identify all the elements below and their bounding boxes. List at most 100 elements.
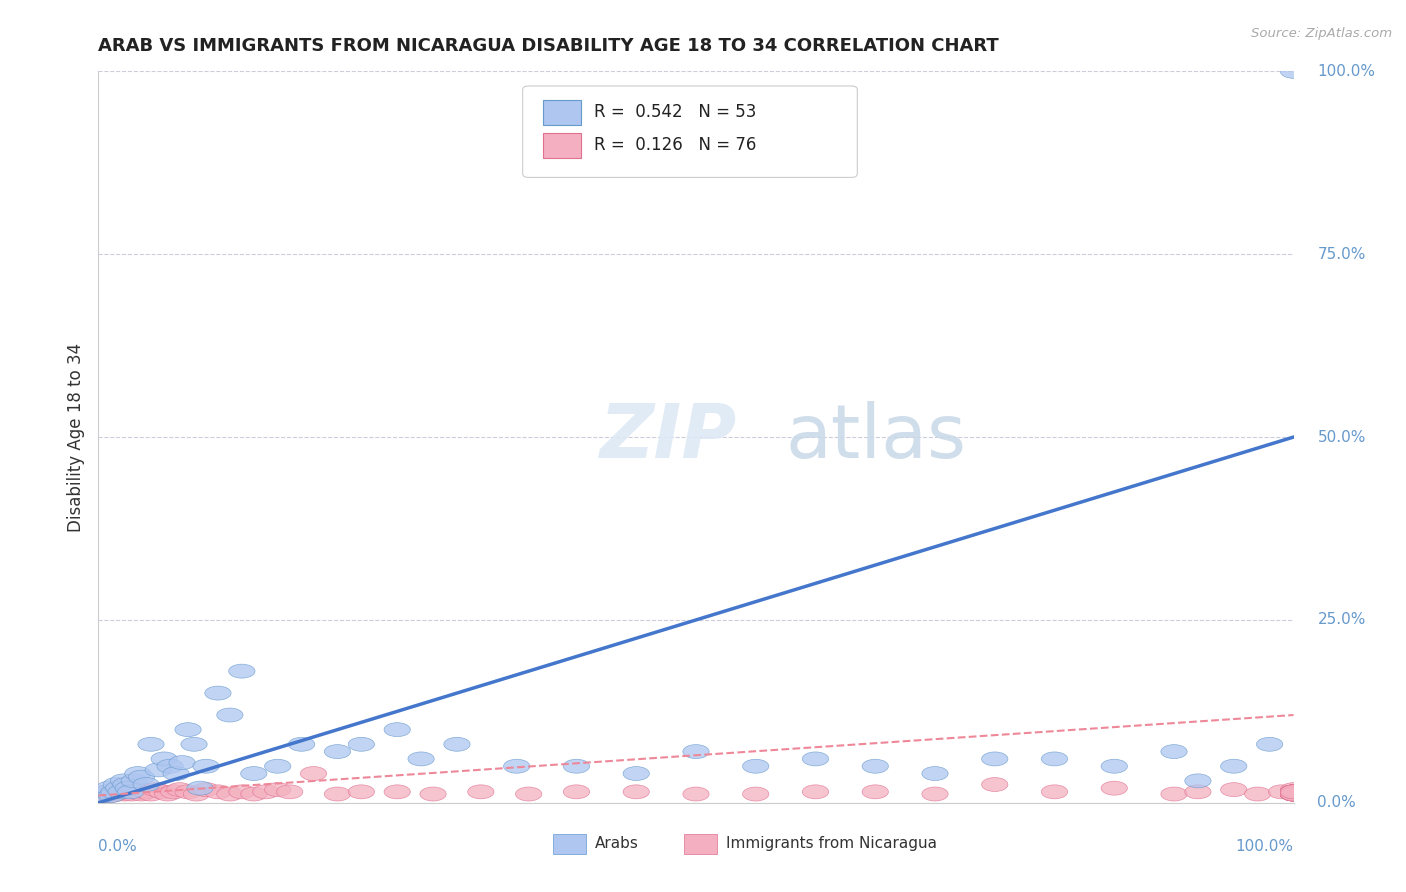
Text: 0.0%: 0.0% bbox=[1317, 796, 1357, 810]
Ellipse shape bbox=[118, 785, 143, 799]
Ellipse shape bbox=[150, 752, 177, 766]
Ellipse shape bbox=[105, 781, 132, 795]
Ellipse shape bbox=[862, 785, 889, 799]
Ellipse shape bbox=[174, 785, 201, 799]
Ellipse shape bbox=[1281, 785, 1306, 799]
Ellipse shape bbox=[163, 766, 190, 780]
Ellipse shape bbox=[125, 766, 150, 780]
Ellipse shape bbox=[1281, 787, 1306, 801]
Ellipse shape bbox=[301, 766, 326, 780]
Ellipse shape bbox=[349, 738, 374, 751]
Ellipse shape bbox=[503, 759, 530, 773]
Ellipse shape bbox=[862, 759, 889, 773]
Ellipse shape bbox=[217, 787, 243, 801]
Ellipse shape bbox=[981, 752, 1008, 766]
Ellipse shape bbox=[93, 787, 118, 801]
Ellipse shape bbox=[205, 785, 231, 799]
Ellipse shape bbox=[240, 766, 267, 780]
Ellipse shape bbox=[108, 785, 135, 799]
Ellipse shape bbox=[264, 759, 291, 773]
Ellipse shape bbox=[94, 785, 121, 799]
Ellipse shape bbox=[1281, 787, 1306, 801]
Ellipse shape bbox=[149, 785, 174, 799]
Ellipse shape bbox=[444, 738, 470, 751]
Ellipse shape bbox=[1185, 774, 1211, 788]
Ellipse shape bbox=[181, 738, 207, 751]
FancyBboxPatch shape bbox=[553, 833, 586, 854]
Ellipse shape bbox=[169, 756, 195, 770]
Ellipse shape bbox=[98, 789, 125, 803]
Ellipse shape bbox=[1281, 785, 1306, 799]
Ellipse shape bbox=[94, 785, 120, 799]
Text: ZIP: ZIP bbox=[600, 401, 738, 474]
Ellipse shape bbox=[145, 763, 172, 777]
Ellipse shape bbox=[623, 785, 650, 799]
Ellipse shape bbox=[1101, 781, 1128, 795]
Text: Immigrants from Nicaragua: Immigrants from Nicaragua bbox=[725, 836, 936, 851]
Ellipse shape bbox=[384, 785, 411, 799]
Ellipse shape bbox=[264, 782, 291, 797]
Ellipse shape bbox=[138, 738, 165, 751]
Ellipse shape bbox=[1281, 785, 1306, 799]
Ellipse shape bbox=[1281, 782, 1306, 797]
Ellipse shape bbox=[100, 787, 127, 801]
Text: 50.0%: 50.0% bbox=[1317, 430, 1365, 444]
Ellipse shape bbox=[803, 752, 828, 766]
Ellipse shape bbox=[1220, 782, 1247, 797]
Text: 75.0%: 75.0% bbox=[1317, 247, 1365, 261]
Ellipse shape bbox=[157, 759, 183, 773]
Ellipse shape bbox=[1281, 785, 1306, 799]
Ellipse shape bbox=[107, 782, 134, 797]
Ellipse shape bbox=[1101, 759, 1128, 773]
Ellipse shape bbox=[205, 686, 231, 700]
Ellipse shape bbox=[384, 723, 411, 737]
Ellipse shape bbox=[142, 782, 169, 797]
Ellipse shape bbox=[183, 787, 209, 801]
Ellipse shape bbox=[683, 745, 709, 758]
Ellipse shape bbox=[121, 774, 148, 788]
Text: 100.0%: 100.0% bbox=[1317, 64, 1375, 78]
Ellipse shape bbox=[420, 787, 446, 801]
FancyBboxPatch shape bbox=[685, 833, 717, 854]
Ellipse shape bbox=[110, 785, 135, 799]
Ellipse shape bbox=[325, 787, 350, 801]
Ellipse shape bbox=[408, 752, 434, 766]
Y-axis label: Disability Age 18 to 34: Disability Age 18 to 34 bbox=[66, 343, 84, 532]
Ellipse shape bbox=[1220, 759, 1247, 773]
Ellipse shape bbox=[134, 785, 159, 799]
Text: R =  0.126   N = 76: R = 0.126 N = 76 bbox=[595, 136, 756, 153]
Ellipse shape bbox=[1042, 752, 1067, 766]
Ellipse shape bbox=[1281, 64, 1306, 78]
Text: atlas: atlas bbox=[786, 401, 966, 474]
Ellipse shape bbox=[138, 787, 165, 801]
Ellipse shape bbox=[1281, 785, 1306, 799]
Ellipse shape bbox=[468, 785, 494, 799]
Ellipse shape bbox=[104, 787, 131, 801]
Ellipse shape bbox=[229, 665, 254, 678]
Ellipse shape bbox=[91, 789, 118, 803]
Ellipse shape bbox=[103, 785, 128, 799]
Ellipse shape bbox=[174, 723, 201, 737]
Text: 25.0%: 25.0% bbox=[1317, 613, 1365, 627]
Ellipse shape bbox=[229, 785, 254, 799]
Ellipse shape bbox=[1042, 785, 1067, 799]
Ellipse shape bbox=[112, 778, 139, 791]
Ellipse shape bbox=[1281, 785, 1306, 799]
Ellipse shape bbox=[193, 759, 219, 773]
Text: R =  0.542   N = 53: R = 0.542 N = 53 bbox=[595, 103, 756, 120]
Ellipse shape bbox=[1281, 787, 1306, 801]
Ellipse shape bbox=[1185, 785, 1211, 799]
Ellipse shape bbox=[128, 787, 155, 801]
Ellipse shape bbox=[1281, 787, 1306, 801]
Ellipse shape bbox=[240, 787, 267, 801]
Ellipse shape bbox=[1281, 785, 1306, 799]
Ellipse shape bbox=[803, 785, 828, 799]
Ellipse shape bbox=[922, 766, 948, 780]
Ellipse shape bbox=[623, 766, 650, 780]
Ellipse shape bbox=[121, 782, 148, 797]
Ellipse shape bbox=[128, 770, 155, 784]
Ellipse shape bbox=[187, 781, 214, 795]
Ellipse shape bbox=[277, 785, 302, 799]
Ellipse shape bbox=[1257, 738, 1282, 751]
Ellipse shape bbox=[125, 785, 150, 799]
